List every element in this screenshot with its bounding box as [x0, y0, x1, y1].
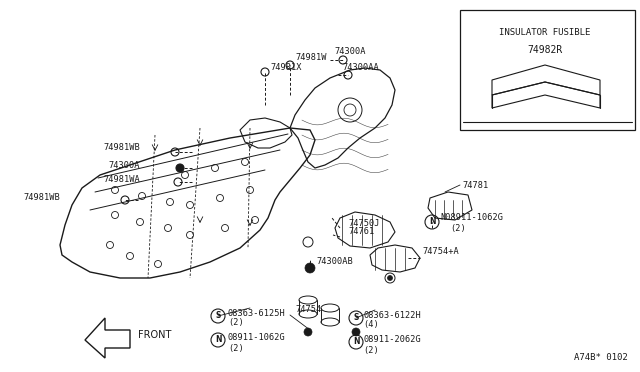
Text: 74754+A: 74754+A	[422, 247, 459, 257]
Text: (2): (2)	[228, 343, 244, 353]
Circle shape	[305, 263, 315, 273]
Text: (2): (2)	[363, 346, 379, 355]
Text: S: S	[353, 314, 358, 323]
Text: 74981WA: 74981WA	[103, 176, 140, 185]
Text: 74754: 74754	[295, 305, 321, 314]
Text: N: N	[215, 336, 221, 344]
Text: 08363-6122H: 08363-6122H	[363, 311, 420, 320]
Text: 74300A: 74300A	[109, 160, 140, 170]
Circle shape	[387, 276, 392, 280]
Polygon shape	[85, 318, 130, 358]
Circle shape	[352, 328, 360, 336]
Text: N: N	[353, 337, 359, 346]
Text: (2): (2)	[450, 224, 466, 232]
Text: 74300AB: 74300AB	[316, 257, 353, 266]
Text: 74981WB: 74981WB	[103, 144, 140, 153]
Text: 08911-2062G: 08911-2062G	[363, 336, 420, 344]
Text: 74981W: 74981W	[295, 54, 326, 62]
Text: 74981WB: 74981WB	[23, 192, 60, 202]
Text: N08911-1062G: N08911-1062G	[440, 214, 503, 222]
Text: FRONT: FRONT	[138, 330, 172, 340]
Text: 74300AA: 74300AA	[342, 62, 379, 71]
Text: 74781: 74781	[462, 180, 488, 189]
Text: 74300A: 74300A	[334, 48, 365, 57]
Text: A74B* 0102: A74B* 0102	[574, 353, 628, 362]
Text: 74982R: 74982R	[527, 45, 563, 55]
Text: 08911-1062G: 08911-1062G	[228, 333, 285, 341]
Bar	[460, 10, 635, 130]
Text: 74981X: 74981X	[270, 64, 301, 73]
Text: 08363-6125H: 08363-6125H	[228, 308, 285, 317]
Circle shape	[304, 328, 312, 336]
Text: (4): (4)	[363, 321, 379, 330]
Text: (2): (2)	[228, 318, 244, 327]
Text: 74761: 74761	[348, 228, 374, 237]
Text: 74750J: 74750J	[348, 218, 380, 228]
Text: S: S	[215, 311, 221, 321]
Circle shape	[176, 164, 184, 172]
Text: INSULATOR FUSIBLE: INSULATOR FUSIBLE	[499, 28, 591, 37]
Text: N: N	[429, 218, 435, 227]
